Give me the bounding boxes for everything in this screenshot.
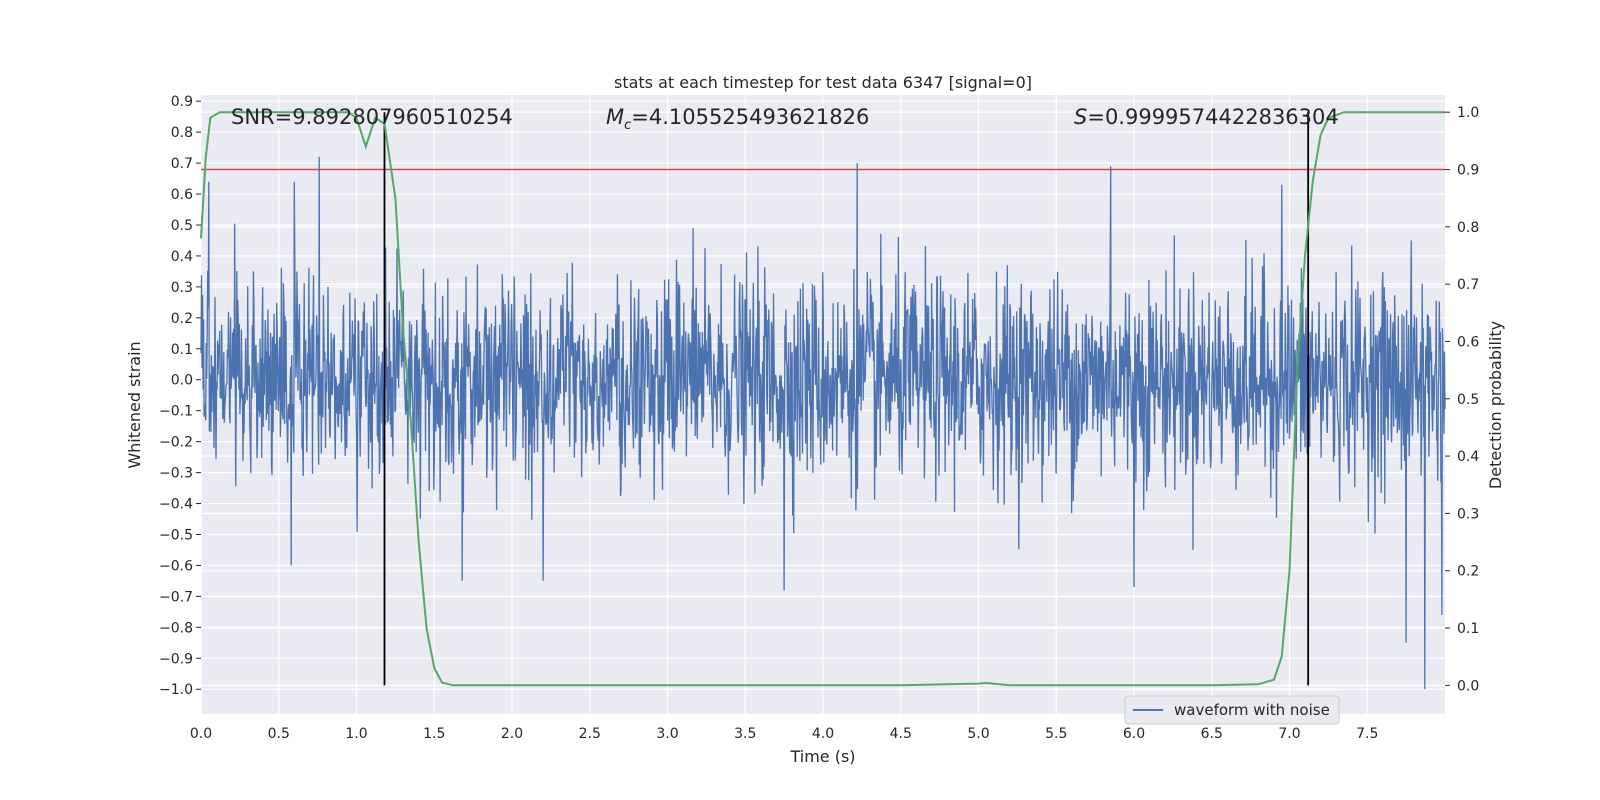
x-tick-label: 7.5 — [1356, 726, 1378, 742]
x-tick-label: 4.0 — [812, 726, 834, 742]
x-tick-label: 6.0 — [1123, 726, 1145, 742]
y-tick-label: −0.7 — [159, 589, 193, 605]
x-tick-label: 7.0 — [1278, 726, 1300, 742]
right-y-tick-label: 0.0 — [1457, 678, 1479, 694]
x-axis-label: Time (s) — [789, 747, 855, 766]
y-tick-label: 0.5 — [171, 218, 193, 234]
mc-value: =4.105525493621826 — [631, 105, 869, 129]
x-tick-label: 2.5 — [579, 726, 601, 742]
x-tick-label: 1.5 — [423, 726, 445, 742]
y-tick-label: −0.3 — [159, 466, 193, 482]
right-y-tick-label: 0.5 — [1457, 392, 1479, 408]
right-y-tick-label: 0.9 — [1457, 163, 1479, 179]
x-tick-label: 5.0 — [967, 726, 989, 742]
right-y-axis-ticks: 1.0 0.9 0.8 0.7 0.6 0.5 0.4 0.3 0.2 0.1 0.0 — [1445, 105, 1479, 694]
y-tick-label: 0.3 — [171, 280, 193, 296]
x-tick-label: 6.5 — [1201, 726, 1223, 742]
y-tick-label: −0.2 — [159, 435, 193, 451]
y-tick-label: 0.6 — [171, 187, 193, 203]
x-tick-label: 2.0 — [501, 726, 523, 742]
right-y-tick-label: 0.7 — [1457, 277, 1479, 293]
y-tick-label: −0.4 — [159, 497, 193, 513]
right-y-tick-label: 1.0 — [1457, 105, 1479, 121]
legend-box — [1124, 695, 1340, 725]
legend-label: waveform with noise — [1174, 701, 1330, 719]
right-y-tick-label: 0.4 — [1457, 449, 1479, 465]
x-axis-ticks: 0.0 0.5 1.0 1.5 2.0 2.5 3.0 3.5 4.0 4.5 5.0 5.5 6.0 6… — [190, 726, 1379, 742]
y-tick-label: 0.1 — [171, 342, 193, 358]
y-tick-label: 0.2 — [171, 311, 193, 327]
y-tick-label: −1.0 — [159, 682, 193, 698]
x-tick-label: 1.0 — [345, 726, 367, 742]
y-tick-label: 0.9 — [171, 94, 193, 110]
waveform-line — [200, 156, 1446, 690]
y-tick-label: −0.9 — [159, 651, 193, 667]
right-y-tick-label: 0.1 — [1457, 621, 1479, 637]
right-y-tick-label: 0.3 — [1457, 506, 1479, 522]
x-tick-label: 0.5 — [268, 726, 290, 742]
right-y-tick-label: 0.6 — [1457, 334, 1479, 350]
s-symbol: S — [1074, 105, 1087, 129]
chart-title: stats at each timestep for test data 634… — [614, 73, 1032, 92]
marker-lines — [383, 112, 1310, 686]
left-y-axis-label: Whitened strain — [125, 341, 144, 468]
snr-annotation: SNR=9.892807960510254 — [231, 105, 513, 129]
mc-subscript: c — [624, 118, 631, 133]
x-tick-label: 0.0 — [190, 726, 212, 742]
x-tick-label: 3.0 — [656, 726, 678, 742]
x-tick-label: 5.5 — [1045, 726, 1067, 742]
y-tick-label: −0.6 — [159, 558, 193, 574]
probability-series — [200, 111, 1445, 687]
waveform-series — [200, 156, 1446, 690]
right-y-axis-label: Detection probability — [1486, 321, 1505, 489]
s-annotation: S=0.9999574422836304 — [1074, 105, 1339, 129]
x-tick-label: 4.5 — [890, 726, 912, 742]
y-tick-label: 0.4 — [171, 249, 193, 265]
y-tick-label: −0.5 — [159, 527, 193, 543]
mc-annotation: Mc=4.105525493621826 — [606, 105, 869, 133]
right-y-tick-label: 0.2 — [1457, 564, 1479, 580]
s-value: =0.9999574422836304 — [1087, 105, 1338, 129]
left-y-axis-ticks: 0.9 0.8 0.7 0.6 0.5 0.4 0.3 0.2 0.1 0.0 −0.1 −0.2 −0… — [159, 94, 201, 698]
legend: waveform with noise — [1124, 695, 1340, 725]
x-tick-label: 3.5 — [734, 726, 756, 742]
y-tick-label: 0.7 — [171, 156, 193, 172]
y-tick-label: 0.8 — [171, 125, 193, 141]
y-tick-label: −0.8 — [159, 620, 193, 636]
y-tick-label: −0.1 — [159, 404, 193, 420]
y-tick-label: 0.0 — [171, 373, 193, 389]
right-y-tick-label: 0.8 — [1457, 220, 1479, 236]
mc-symbol: M — [606, 105, 624, 129]
